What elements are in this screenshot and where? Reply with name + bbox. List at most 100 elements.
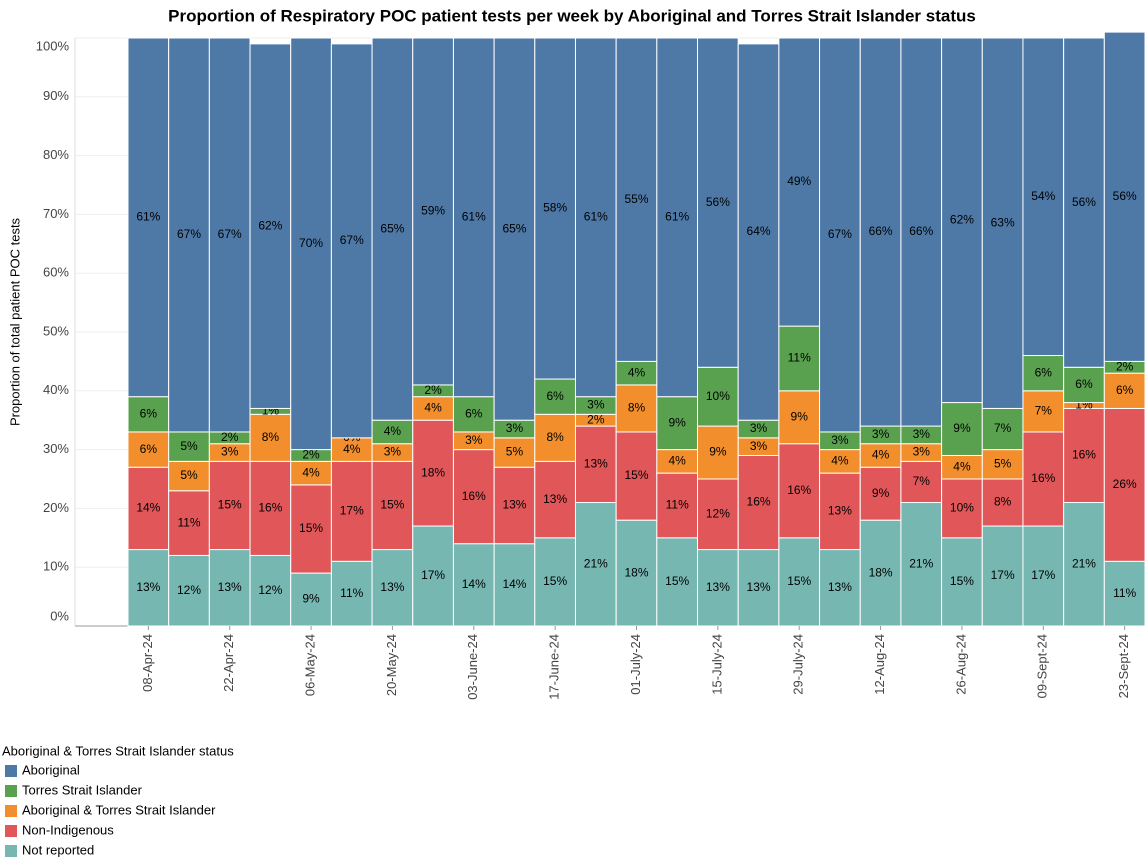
data-label: 17%	[421, 568, 445, 582]
bar-segment	[737, 43, 780, 421]
data-label: 12%	[258, 583, 282, 597]
bar-segment	[697, 37, 739, 368]
data-label: 4%	[872, 448, 890, 462]
x-tick-label: 22-Apr-24	[221, 634, 236, 692]
bar-segment	[534, 413, 576, 462]
data-label: 9%	[953, 421, 971, 435]
bar-segment	[208, 549, 251, 627]
data-label: 5%	[180, 468, 198, 482]
data-label: 13%	[828, 504, 852, 518]
x-tick-label: 06-May-24	[302, 634, 317, 696]
data-label: 61%	[462, 210, 486, 224]
data-label: 11%	[788, 351, 811, 365]
data-label: 13%	[380, 580, 404, 594]
bar-segment	[941, 37, 983, 404]
data-label: 56%	[1113, 189, 1137, 203]
bar-segment	[371, 37, 414, 421]
bar-segment	[574, 502, 617, 627]
data-label: 3%	[750, 421, 768, 435]
data-label: 16%	[1072, 448, 1096, 462]
data-label: 2%	[302, 448, 320, 462]
x-tick-label: 03-June-24	[465, 634, 480, 700]
bar-segment	[615, 431, 658, 521]
data-label: 13%	[502, 498, 526, 512]
data-label: 4%	[953, 459, 971, 473]
data-label: 8%	[262, 430, 280, 444]
data-label: 18%	[624, 565, 648, 579]
data-label: 56%	[706, 195, 730, 209]
bar-segment	[656, 472, 699, 539]
x-tick-label: 12-Aug-24	[872, 634, 887, 695]
bar-segment	[127, 37, 170, 398]
data-label: 6%	[1035, 365, 1053, 379]
data-label: 4%	[424, 401, 442, 415]
data-label: 15%	[299, 521, 323, 535]
y-axis-label: Proportion of total patient POC tests	[7, 217, 22, 426]
bar-segment	[697, 366, 739, 427]
data-label: 65%	[502, 221, 526, 235]
bar-segment	[1022, 37, 1065, 357]
legend-label: Aboriginal & Torres Strait Islander	[22, 802, 216, 817]
bar-segment	[615, 37, 658, 362]
data-label: 14%	[462, 577, 486, 591]
data-label: 21%	[909, 556, 933, 570]
data-label: 13%	[584, 456, 608, 470]
bar-segment	[1063, 407, 1105, 504]
data-label: 15%	[950, 574, 974, 588]
data-label: 61%	[665, 210, 689, 224]
bar-segment	[249, 413, 292, 462]
data-label: 26%	[1113, 477, 1137, 491]
data-label: 67%	[218, 227, 242, 241]
data-label: 17%	[991, 568, 1015, 582]
data-label: 6%	[1075, 377, 1093, 391]
bar-segment	[981, 525, 1024, 627]
bar-segment	[208, 37, 251, 433]
bar-segment	[941, 537, 983, 627]
bar-segment	[452, 543, 495, 627]
data-label: 21%	[584, 556, 608, 570]
bar-segment	[493, 37, 536, 421]
bar-segment	[1103, 31, 1145, 362]
data-label: 15%	[543, 574, 567, 588]
bar-segment	[249, 43, 292, 409]
y-tick-label: 40%	[43, 382, 69, 397]
data-label: 4%	[831, 454, 849, 468]
data-label: 8%	[628, 401, 646, 415]
bar-segment	[127, 466, 170, 551]
x-tick-label: 15-July-24	[709, 634, 724, 695]
data-label: 58%	[543, 201, 567, 215]
data-label: 3%	[587, 398, 605, 412]
data-label: 13%	[218, 580, 242, 594]
data-label: 4%	[343, 442, 361, 456]
bar-segment	[330, 43, 373, 439]
bar-segment	[1103, 372, 1145, 409]
bar-segment	[493, 437, 536, 468]
data-label: 4%	[669, 454, 687, 468]
data-label: 13%	[828, 580, 852, 594]
data-label: 2%	[424, 383, 442, 397]
data-label: 9%	[669, 415, 687, 429]
bar-segment	[859, 519, 902, 627]
data-label: 62%	[950, 212, 974, 226]
data-label: 16%	[1031, 471, 1055, 485]
data-label: 54%	[1031, 189, 1055, 203]
data-label: 10%	[950, 501, 974, 515]
data-label: 3%	[831, 433, 849, 447]
data-label: 15%	[380, 498, 404, 512]
data-label: 7%	[913, 474, 931, 488]
data-label: 66%	[869, 224, 893, 238]
bar-segment	[168, 490, 210, 556]
data-label: 9%	[302, 592, 320, 606]
bar-segment	[534, 537, 576, 627]
data-label: 12%	[177, 583, 201, 597]
bar-segment	[981, 407, 1024, 451]
data-label: 7%	[1035, 404, 1053, 418]
legend-label: Non-Indigenous	[22, 822, 114, 837]
legend-label: Torres Strait Islander	[22, 782, 143, 797]
data-label: 56%	[1072, 195, 1096, 209]
legend-label: Aboriginal	[22, 762, 80, 777]
legend-swatch	[5, 805, 17, 817]
bar-segment	[819, 549, 861, 627]
data-label: 3%	[506, 421, 524, 435]
data-label: 16%	[747, 495, 771, 509]
